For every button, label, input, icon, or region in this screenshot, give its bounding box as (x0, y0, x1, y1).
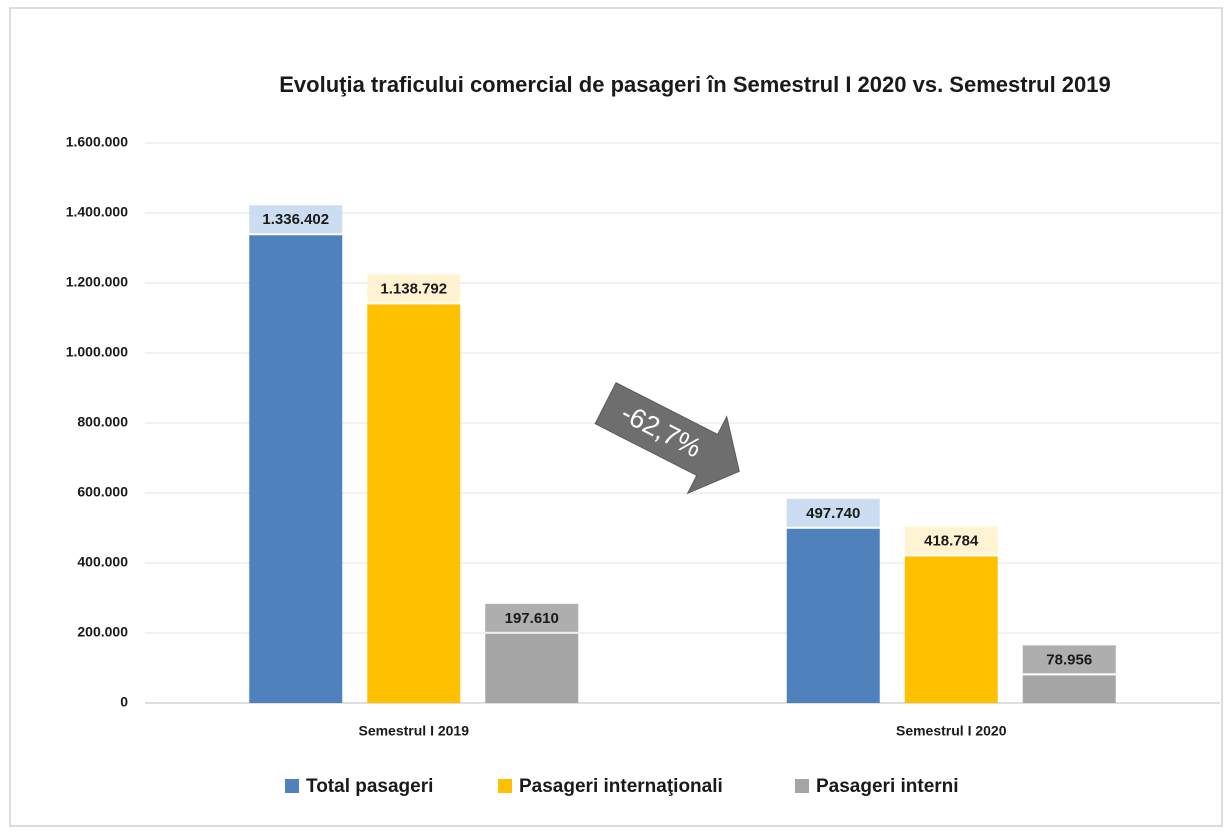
data-label: 1.138.792 (380, 280, 447, 297)
x-tick-label: Semestrul I 2020 (896, 723, 1007, 739)
data-label-box (485, 603, 579, 632)
data-label: 1.336.402 (262, 211, 329, 228)
legend-swatch (285, 779, 299, 793)
y-tick-label: 600.000 (77, 484, 128, 500)
y-tick-label: 800.000 (77, 414, 128, 430)
bar (249, 235, 343, 704)
legend-label: Pasageri internaţionali (519, 776, 723, 797)
y-tick-label: 1.200.000 (66, 274, 128, 290)
chart-title: Evoluţia traficului comercial de pasager… (279, 72, 1111, 97)
y-tick-label: 0 (120, 694, 128, 710)
data-label-box (786, 498, 880, 527)
data-label: 497.740 (806, 505, 860, 522)
y-tick-label: 200.000 (77, 624, 128, 640)
data-label-box (249, 205, 343, 234)
bar (786, 528, 880, 703)
legend-label: Pasageri interni (816, 776, 959, 797)
bar (485, 633, 579, 703)
bar (904, 556, 998, 703)
legend-swatch (498, 779, 512, 793)
y-tick-label: 1.000.000 (66, 344, 128, 360)
data-label-box (1022, 645, 1116, 674)
legend-label: Total pasageri (306, 776, 433, 797)
y-tick-label: 400.000 (77, 554, 128, 570)
bar (1022, 675, 1116, 703)
legend-swatch (795, 779, 809, 793)
y-tick-label: 1.600.000 (66, 134, 128, 150)
y-tick-label: 1.400.000 (66, 204, 128, 220)
arrow-shape (594, 382, 740, 495)
data-label: 418.784 (924, 532, 979, 549)
data-label-box (367, 274, 461, 303)
data-label-box (904, 526, 998, 555)
data-label: 78.956 (1046, 651, 1092, 668)
data-label: 197.610 (505, 610, 559, 627)
bar (367, 304, 461, 703)
x-tick-label: Semestrul I 2019 (358, 723, 469, 739)
